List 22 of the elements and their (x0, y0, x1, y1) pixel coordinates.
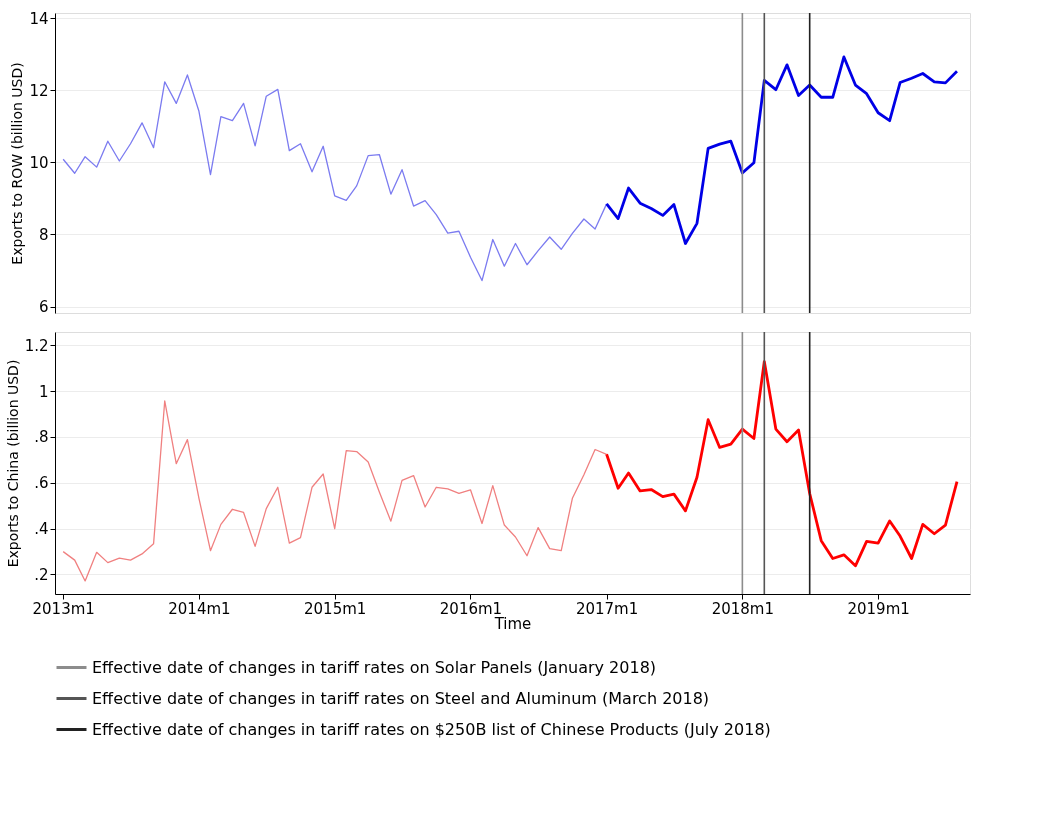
y-tick-label: 1.2 (24, 336, 49, 355)
x-tick-label: 2014m1 (168, 599, 231, 618)
legend-label: Effective date of changes in tariff rates on Solar Panels (January 2018) (92, 657, 657, 677)
y-tick-label: .8 (34, 428, 49, 447)
legend-label: Effective date of changes in tariff rates on $250B list of Chinese Products (July 2018) (92, 719, 771, 739)
y-tick-label: .6 (34, 474, 49, 493)
x-tick-label: 2018m1 (711, 599, 775, 618)
x-tick-label: 2013m1 (32, 599, 95, 618)
legend-label: Effective date of changes in tariff rates on Steel and Aluminum (March 2018) (92, 688, 710, 708)
y-tick-label: 12 (29, 81, 49, 100)
y-tick-label: .4 (34, 520, 49, 538)
x-tick-label: 2015m1 (304, 599, 367, 618)
x-tick-label: 2017m1 (575, 599, 639, 618)
y-tick-label: 8 (38, 225, 49, 244)
y-tick-label: 14 (29, 9, 49, 28)
y-tick-label: 6 (38, 298, 49, 317)
y-axis-title: Exports to China (billion USD) (4, 359, 21, 568)
y-tick-label: 1 (38, 382, 49, 401)
x-tick-label: 2019m1 (847, 599, 910, 618)
y-tick-label: .2 (34, 565, 49, 584)
y-axis-title: Exports to ROW (billion USD) (9, 62, 26, 265)
y-tick-label: 10 (29, 153, 49, 172)
